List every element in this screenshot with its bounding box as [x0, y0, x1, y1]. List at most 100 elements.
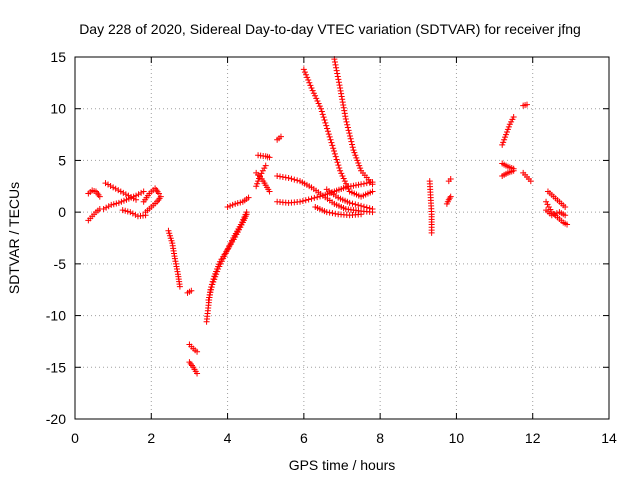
data-point — [155, 190, 162, 197]
data-point — [369, 188, 376, 195]
data-point — [338, 93, 345, 100]
data-point — [545, 203, 552, 210]
data-track — [499, 167, 517, 179]
data-point — [331, 150, 338, 157]
data-point — [355, 160, 362, 167]
data-point — [337, 87, 344, 94]
y-axis-label: SDTVAR / TECUs — [6, 182, 22, 294]
data-point — [503, 131, 510, 138]
data-point — [428, 229, 435, 236]
data-point — [344, 183, 351, 190]
x-tick-label: 8 — [376, 430, 384, 446]
data-point — [324, 125, 331, 132]
data-point — [110, 184, 117, 191]
data-point — [333, 64, 340, 71]
data-point — [326, 209, 333, 216]
data-point — [171, 255, 178, 262]
data-point — [174, 268, 181, 275]
data-point — [119, 207, 126, 214]
data-point — [326, 133, 333, 140]
data-track — [203, 211, 250, 325]
data-point — [355, 181, 362, 188]
data-track — [274, 133, 284, 143]
data-point — [277, 173, 284, 180]
data-point — [327, 136, 334, 143]
data-point — [209, 281, 216, 288]
data-point — [337, 167, 344, 174]
data-point — [105, 203, 112, 210]
data-point — [350, 182, 357, 189]
data-point — [336, 82, 343, 89]
data-point — [285, 175, 292, 182]
data-point — [510, 113, 517, 120]
data-point — [360, 203, 367, 210]
data-point — [301, 69, 308, 76]
data-point — [314, 97, 321, 104]
data-point — [243, 209, 250, 216]
data-point — [294, 177, 301, 184]
data-point — [447, 176, 454, 183]
data-point — [129, 210, 136, 217]
data-point — [314, 194, 321, 201]
data-point — [311, 194, 318, 201]
data-point — [358, 211, 365, 218]
data-point — [356, 162, 363, 169]
data-point — [218, 258, 225, 265]
data-point — [348, 138, 355, 145]
data-point — [332, 61, 339, 68]
data-point — [369, 181, 376, 188]
data-point — [224, 203, 231, 210]
data-point — [334, 159, 341, 166]
data-point — [357, 165, 364, 172]
data-point — [346, 199, 353, 206]
data-point — [303, 71, 310, 78]
data-point — [135, 191, 142, 198]
data-point — [206, 294, 213, 301]
x-tick-label: 4 — [224, 430, 232, 446]
data-track — [274, 172, 376, 216]
data-track — [142, 193, 164, 216]
plot-frame — [74, 56, 610, 420]
data-point — [214, 268, 221, 275]
data-point — [342, 116, 349, 123]
data-track — [186, 359, 201, 377]
data-point — [105, 181, 112, 188]
data-point — [306, 79, 313, 86]
data-point — [333, 67, 340, 74]
data-point — [262, 162, 269, 169]
data-point — [366, 179, 373, 186]
data-point — [254, 180, 261, 187]
data-track — [445, 176, 454, 185]
data-point — [216, 263, 223, 270]
data-point — [527, 178, 534, 185]
data-point — [345, 185, 352, 192]
data-point — [323, 122, 330, 129]
data-track — [119, 207, 149, 220]
data-point — [360, 180, 367, 187]
y-tick-label: -5 — [54, 256, 67, 272]
data-point — [282, 174, 289, 181]
data-track — [520, 101, 530, 109]
data-point — [117, 188, 124, 195]
data-track — [323, 186, 376, 213]
data-point — [309, 87, 316, 94]
data-point — [339, 99, 346, 106]
data-track — [312, 203, 365, 219]
data-point — [122, 191, 129, 198]
data-point — [332, 210, 339, 217]
data-point — [173, 263, 180, 270]
data-point — [350, 147, 357, 154]
data-point — [335, 76, 342, 83]
data-point — [340, 104, 347, 111]
data-point — [501, 136, 508, 143]
data-point — [234, 200, 241, 207]
data-point — [208, 286, 215, 293]
data-point — [355, 202, 362, 209]
data-point — [358, 181, 365, 188]
data-point — [108, 201, 115, 208]
data-point — [194, 348, 201, 355]
data-point — [206, 291, 213, 298]
data-track — [544, 188, 569, 210]
chart-title: Day 228 of 2020, Sidereal Day-to-day VTE… — [79, 21, 581, 37]
